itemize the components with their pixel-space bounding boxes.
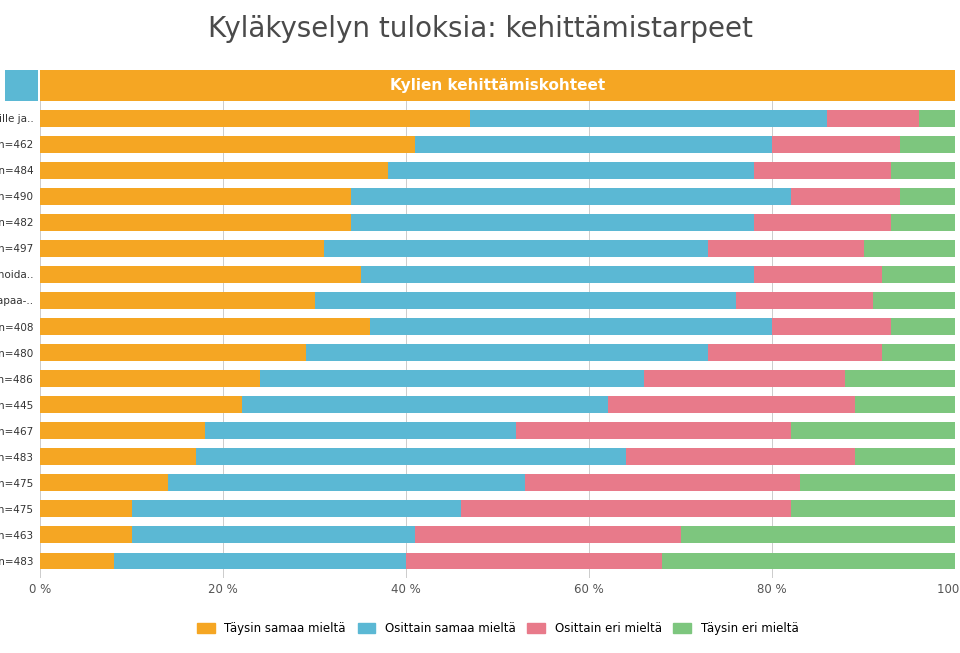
Bar xyxy=(40,344,305,361)
Bar xyxy=(351,214,754,231)
Bar xyxy=(608,396,854,413)
Bar xyxy=(735,292,873,309)
Bar xyxy=(754,214,891,231)
Bar xyxy=(900,136,955,153)
Bar xyxy=(40,266,361,283)
Bar xyxy=(40,474,168,491)
Bar xyxy=(196,449,626,465)
Bar xyxy=(772,136,900,153)
Bar xyxy=(416,526,681,543)
Bar xyxy=(361,266,754,283)
Bar xyxy=(132,500,461,517)
Bar xyxy=(754,266,882,283)
Bar xyxy=(681,526,955,543)
Bar xyxy=(828,110,919,127)
Bar xyxy=(370,318,772,335)
Bar xyxy=(882,266,955,283)
Bar xyxy=(205,422,516,439)
Bar xyxy=(461,500,790,517)
Bar xyxy=(40,292,315,309)
Bar xyxy=(113,552,406,569)
Bar xyxy=(40,214,351,231)
Bar xyxy=(315,292,735,309)
Bar xyxy=(40,370,260,387)
Bar xyxy=(854,396,955,413)
Bar xyxy=(132,526,416,543)
Bar xyxy=(525,474,800,491)
Bar xyxy=(406,552,662,569)
Bar xyxy=(40,396,242,413)
Legend: Täysin samaa mieltä, Osittain samaa mieltä, Osittain eri mieltä, Täysin eri miel: Täysin samaa mieltä, Osittain samaa miel… xyxy=(193,617,803,640)
Bar xyxy=(662,552,955,569)
Bar xyxy=(40,240,324,257)
Bar xyxy=(864,240,955,257)
Bar xyxy=(644,370,846,387)
Bar xyxy=(626,449,854,465)
Bar xyxy=(790,422,955,439)
Bar xyxy=(891,162,955,179)
Bar xyxy=(260,370,644,387)
Bar xyxy=(40,449,196,465)
Bar xyxy=(351,188,790,205)
Bar xyxy=(882,344,955,361)
Bar xyxy=(305,344,708,361)
Text: Kyläkyselyn tuloksia: kehittämistarpeet: Kyläkyselyn tuloksia: kehittämistarpeet xyxy=(207,16,753,43)
Bar xyxy=(891,318,955,335)
Bar xyxy=(919,110,955,127)
Bar xyxy=(800,474,955,491)
Bar xyxy=(324,240,708,257)
Bar xyxy=(790,188,900,205)
Bar xyxy=(470,110,828,127)
Bar xyxy=(891,214,955,231)
Bar xyxy=(40,110,470,127)
Bar xyxy=(873,292,955,309)
Bar xyxy=(388,162,754,179)
Bar xyxy=(40,162,388,179)
Bar xyxy=(40,552,113,569)
Bar xyxy=(40,188,351,205)
Bar xyxy=(772,318,891,335)
Bar xyxy=(708,240,864,257)
Bar xyxy=(242,396,608,413)
Bar xyxy=(168,474,525,491)
Bar xyxy=(790,500,955,517)
Bar xyxy=(40,500,132,517)
Bar xyxy=(40,422,205,439)
Bar xyxy=(708,344,882,361)
Bar xyxy=(854,449,955,465)
Bar xyxy=(900,188,955,205)
Bar xyxy=(516,422,790,439)
Bar xyxy=(416,136,772,153)
Text: Kylien kehittämiskohteet: Kylien kehittämiskohteet xyxy=(390,78,606,93)
Bar xyxy=(754,162,891,179)
Bar xyxy=(40,526,132,543)
Bar xyxy=(846,370,955,387)
Bar xyxy=(40,318,370,335)
Bar xyxy=(40,136,416,153)
